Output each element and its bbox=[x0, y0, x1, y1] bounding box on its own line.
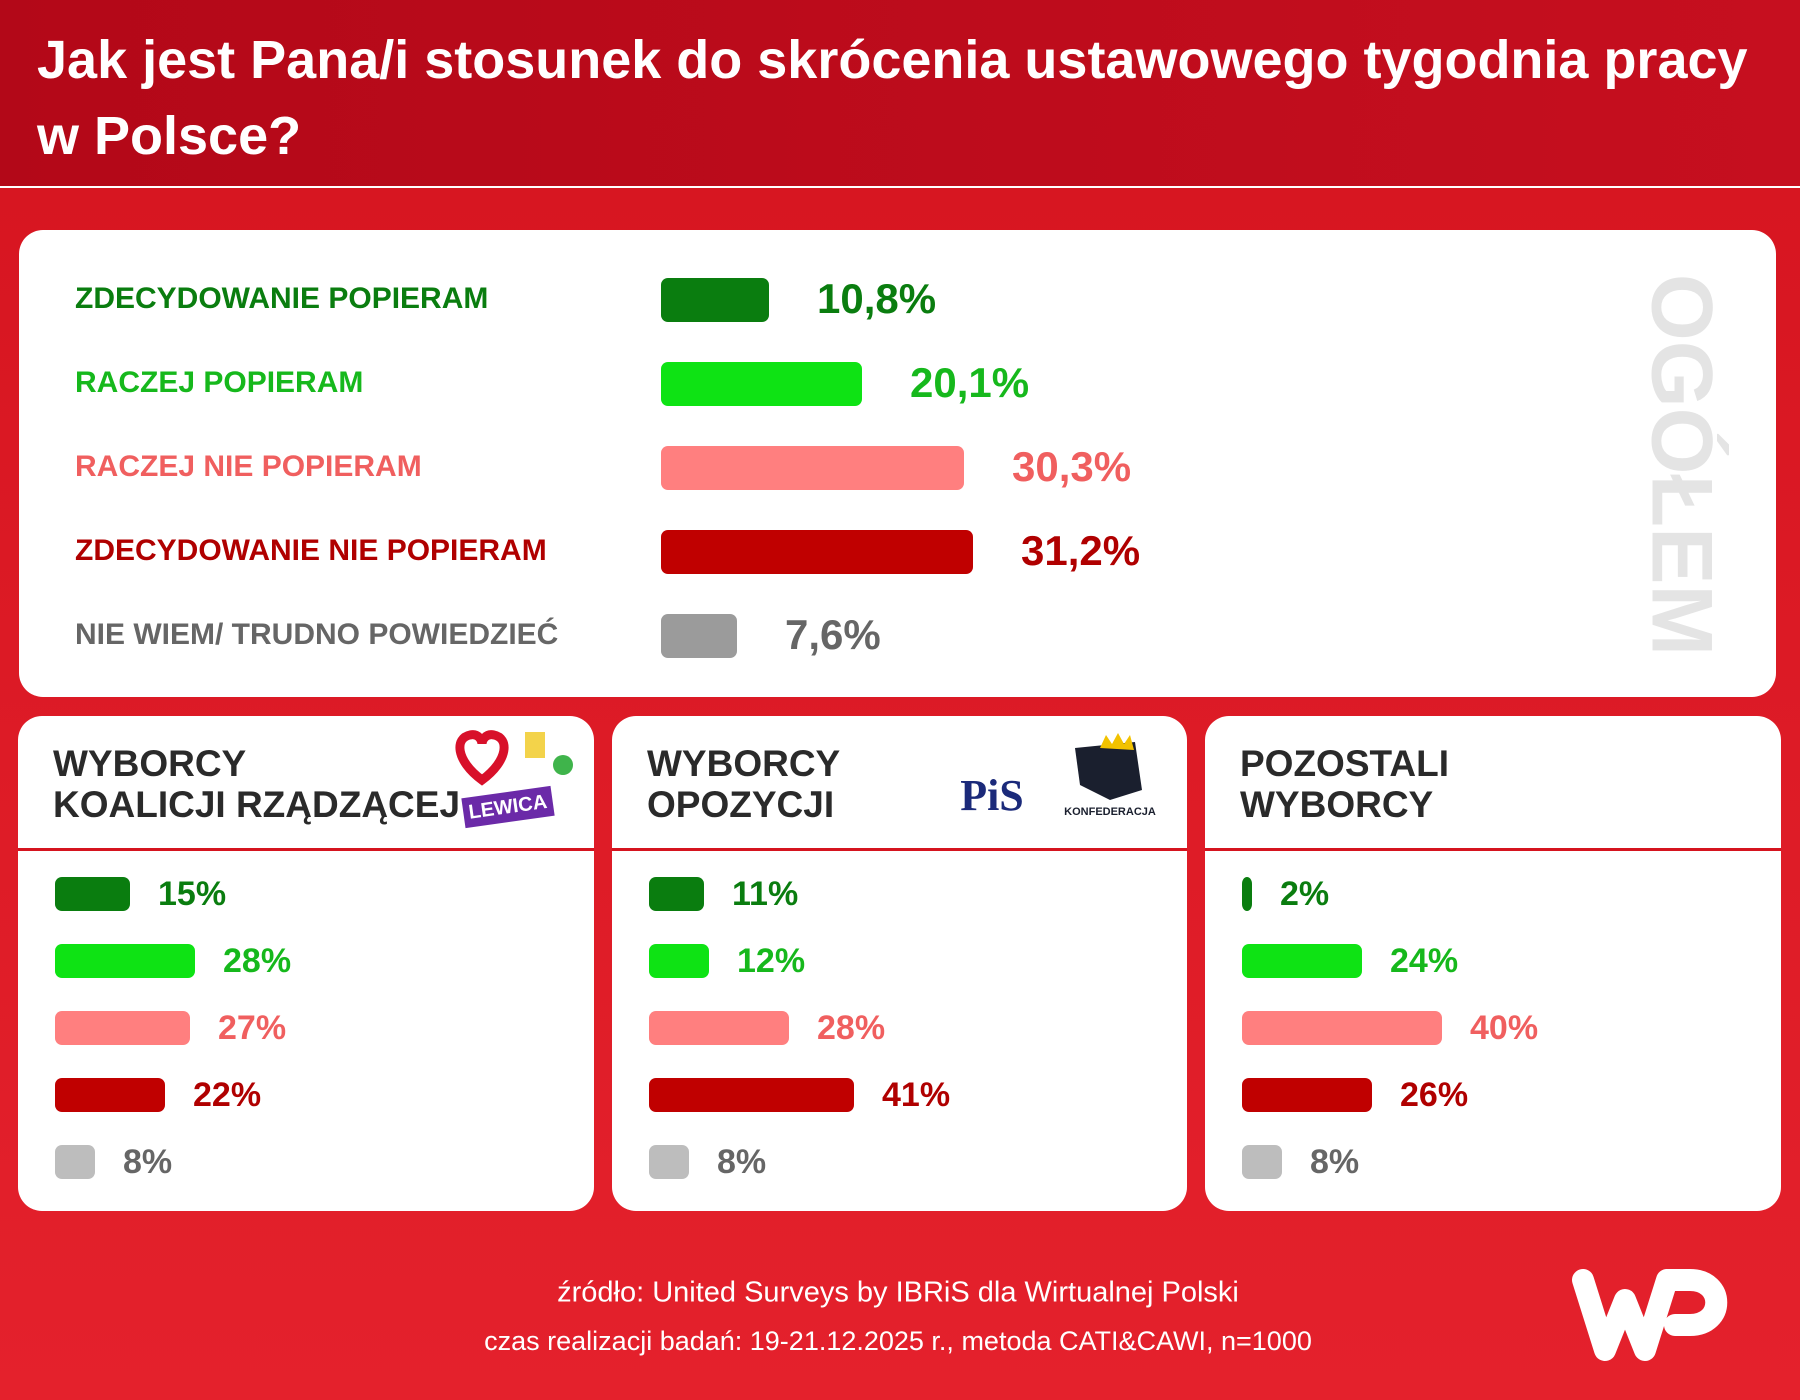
value-label: 10,8% bbox=[817, 275, 936, 322]
value-label: 28% bbox=[223, 942, 291, 980]
value-label: 30,3% bbox=[1012, 443, 1131, 490]
category-label: RACZEJ POPIERAM bbox=[75, 366, 363, 399]
value-label: 31,2% bbox=[1021, 527, 1140, 574]
category-label: RACZEJ NIE POPIERAM bbox=[75, 450, 422, 483]
bar bbox=[649, 1145, 689, 1179]
value-label: 8% bbox=[1310, 1143, 1359, 1181]
value-label: 22% bbox=[193, 1076, 261, 1114]
heart-icon bbox=[455, 730, 509, 786]
bar bbox=[661, 446, 964, 490]
value-label: 40% bbox=[1470, 1009, 1538, 1047]
bar bbox=[55, 944, 195, 978]
value-label: 28% bbox=[817, 1009, 885, 1047]
card-divider bbox=[612, 848, 1187, 851]
bar bbox=[661, 614, 737, 658]
logo-text: KONFEDERACJA bbox=[1064, 806, 1156, 818]
value-label: 41% bbox=[882, 1076, 950, 1114]
bar bbox=[55, 1011, 190, 1045]
category-label: NIE WIEM/ TRUDNO POWIEDZIEĆ bbox=[75, 617, 558, 651]
eagle-icon bbox=[1075, 742, 1142, 800]
value-label: 11% bbox=[732, 875, 798, 913]
value-label: 8% bbox=[123, 1143, 172, 1181]
value-label: 2% bbox=[1280, 875, 1329, 913]
page-title: Jak jest Pana/i stosunek do skrócenia us… bbox=[37, 30, 1748, 166]
bar bbox=[1242, 1011, 1442, 1045]
bar bbox=[649, 1011, 789, 1045]
header-band bbox=[0, 0, 1800, 186]
crown-icon bbox=[1100, 733, 1134, 750]
value-label: 26% bbox=[1400, 1076, 1468, 1114]
bar bbox=[1242, 1078, 1372, 1112]
bar bbox=[1242, 1145, 1282, 1179]
bar bbox=[661, 362, 862, 406]
category-label: ZDECYDOWANIE NIE POPIERAM bbox=[75, 534, 547, 567]
bar bbox=[55, 1145, 95, 1179]
bar bbox=[55, 877, 130, 911]
wp-logo bbox=[1572, 1269, 1728, 1361]
value-label: 24% bbox=[1390, 942, 1458, 980]
bar bbox=[1242, 877, 1252, 911]
value-label: 12% bbox=[737, 942, 805, 980]
logo-text: PiS bbox=[960, 771, 1024, 820]
method-text: czas realizacji badań: 19-21.12.2025 r.,… bbox=[484, 1326, 1312, 1356]
clover-icon bbox=[553, 755, 573, 775]
card-title: WYBORCY OPOZYCJI bbox=[647, 743, 841, 825]
value-label: 20,1% bbox=[910, 359, 1029, 406]
bar bbox=[649, 877, 704, 911]
bar bbox=[55, 1078, 165, 1112]
card-divider bbox=[1205, 848, 1781, 851]
logo-badge bbox=[461, 785, 555, 829]
card-title: WYBORCY KOALICJI RZĄDZĄCEJ bbox=[53, 743, 460, 825]
bar bbox=[649, 944, 709, 978]
category-label: ZDECYDOWANIE POPIERAM bbox=[75, 282, 488, 315]
value-label: 7,6% bbox=[785, 611, 881, 658]
bar bbox=[649, 1078, 854, 1112]
value-label: 27% bbox=[218, 1009, 286, 1047]
logo-icon bbox=[525, 732, 545, 758]
bar bbox=[1242, 944, 1362, 978]
bar bbox=[661, 278, 769, 322]
value-label: 15% bbox=[158, 875, 226, 913]
source-text: źródło: United Surveys by IBRiS dla Wirt… bbox=[557, 1277, 1239, 1309]
header-rule bbox=[0, 186, 1800, 188]
value-label: 8% bbox=[717, 1143, 766, 1181]
card-title: POZOSTALI WYBORCY bbox=[1240, 743, 1449, 825]
bar bbox=[661, 530, 973, 574]
side-title: OGÓŁEM bbox=[1633, 274, 1729, 656]
card-divider bbox=[18, 848, 594, 851]
